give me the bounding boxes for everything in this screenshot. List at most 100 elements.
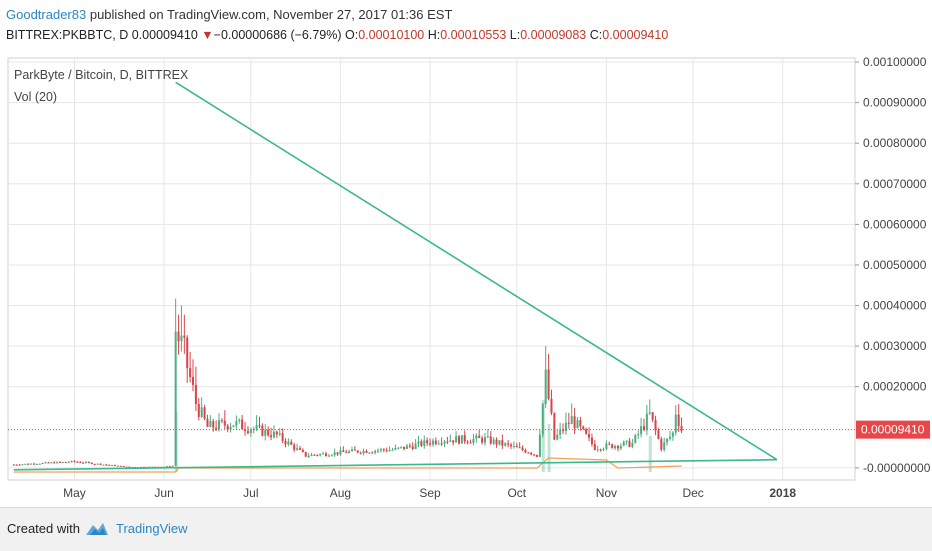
candle-body xyxy=(252,428,255,430)
candle-body xyxy=(301,449,304,452)
candle-body xyxy=(93,464,96,466)
candle-body xyxy=(576,420,579,429)
candle-body xyxy=(183,335,186,338)
candle-body xyxy=(61,462,64,464)
candle-body xyxy=(564,422,567,431)
candle-body xyxy=(426,440,429,444)
candle-body xyxy=(414,443,417,449)
candle-body xyxy=(261,425,264,436)
candle-body xyxy=(313,454,316,456)
published-text: published on TradingView.com, November 2… xyxy=(86,7,453,22)
price-chart[interactable]: 0.00100000 0.00090000 0.00080000 0.00070000… xyxy=(0,50,932,507)
candle-body xyxy=(365,450,368,454)
candle-body xyxy=(296,448,299,450)
candle-body xyxy=(255,425,258,429)
candle-body xyxy=(388,450,391,452)
candle-body xyxy=(391,449,394,451)
candle-body xyxy=(56,461,59,464)
candle-body xyxy=(449,440,452,442)
candle-body xyxy=(562,429,565,431)
y-tick-label: -0.00000000 xyxy=(863,461,931,475)
candle-body xyxy=(666,438,669,443)
candle-body xyxy=(270,435,273,438)
current-price-tag xyxy=(856,420,930,439)
candle-body xyxy=(356,450,359,453)
volume-bar xyxy=(541,400,545,472)
y-tick-label: 0.00080000 xyxy=(863,136,927,150)
candle-body xyxy=(530,452,533,455)
candle-body xyxy=(194,384,197,404)
candle-body xyxy=(481,438,484,443)
candle-body xyxy=(85,462,88,464)
candle-body xyxy=(440,443,443,445)
candle-body xyxy=(524,450,527,453)
candle-body xyxy=(298,448,301,450)
author-link[interactable]: Goodtrader83 xyxy=(6,7,87,22)
candle-body xyxy=(215,427,218,430)
candle-body xyxy=(336,452,339,455)
candle-body xyxy=(429,443,432,445)
x-tick-label: May xyxy=(63,486,86,500)
candle-body xyxy=(501,440,504,446)
candle-body xyxy=(348,451,351,454)
candle-body xyxy=(139,466,142,468)
candle-body xyxy=(489,436,492,444)
candle-body xyxy=(151,466,154,468)
candle-body xyxy=(463,435,466,442)
candle-body xyxy=(246,431,249,433)
candle-body xyxy=(512,446,515,448)
candle-body xyxy=(403,446,406,449)
candle-body xyxy=(657,430,660,439)
candle-body xyxy=(220,420,223,422)
candle-body xyxy=(333,452,336,456)
candle-body xyxy=(64,462,67,464)
candle-body xyxy=(567,422,570,424)
candle-body xyxy=(605,443,608,450)
candle-body xyxy=(319,454,322,456)
candle-body xyxy=(400,446,403,448)
candle-body xyxy=(599,449,602,451)
y-tick-label: 0.00090000 xyxy=(863,96,927,110)
candle-body xyxy=(82,462,85,464)
candle-body xyxy=(76,461,79,463)
candle-body xyxy=(614,446,617,449)
candle-body xyxy=(209,421,212,427)
candle-body xyxy=(611,444,614,449)
candle-body xyxy=(405,445,408,449)
open-value: 0.00010100 xyxy=(358,28,425,42)
candle-body xyxy=(41,462,44,464)
candle-body xyxy=(382,449,385,451)
candle-body xyxy=(677,414,680,427)
candle-body xyxy=(284,440,287,445)
candle-body xyxy=(200,407,203,417)
candle-body xyxy=(570,416,573,424)
candle-body xyxy=(67,462,70,464)
tradingview-logo-icon[interactable] xyxy=(84,519,110,539)
candle-body xyxy=(73,461,76,463)
created-with-label: Created with xyxy=(7,521,80,536)
candle-body xyxy=(408,445,411,447)
candle-body xyxy=(87,462,90,464)
candle-body xyxy=(50,462,53,464)
volume-bar xyxy=(648,436,652,472)
candle-body xyxy=(316,455,319,457)
candle-body xyxy=(174,331,177,466)
trendline-descending xyxy=(175,81,778,461)
candle-body xyxy=(475,435,478,439)
candle-body xyxy=(264,429,267,436)
candle-body xyxy=(437,443,440,445)
candle-body xyxy=(111,465,114,467)
tradingview-link[interactable]: TradingView xyxy=(116,521,188,536)
candle-body xyxy=(446,441,449,443)
candle-body xyxy=(602,449,605,451)
candle-body xyxy=(310,454,313,456)
candle-body xyxy=(191,377,195,385)
candle-body xyxy=(290,441,293,445)
candle-body xyxy=(27,463,30,465)
y-tick-label: 0.00060000 xyxy=(863,217,927,231)
candle-body xyxy=(165,466,169,468)
volume-bar xyxy=(547,424,551,472)
candle-body xyxy=(30,463,33,465)
candle-body xyxy=(637,433,640,436)
candle-body xyxy=(434,440,437,445)
